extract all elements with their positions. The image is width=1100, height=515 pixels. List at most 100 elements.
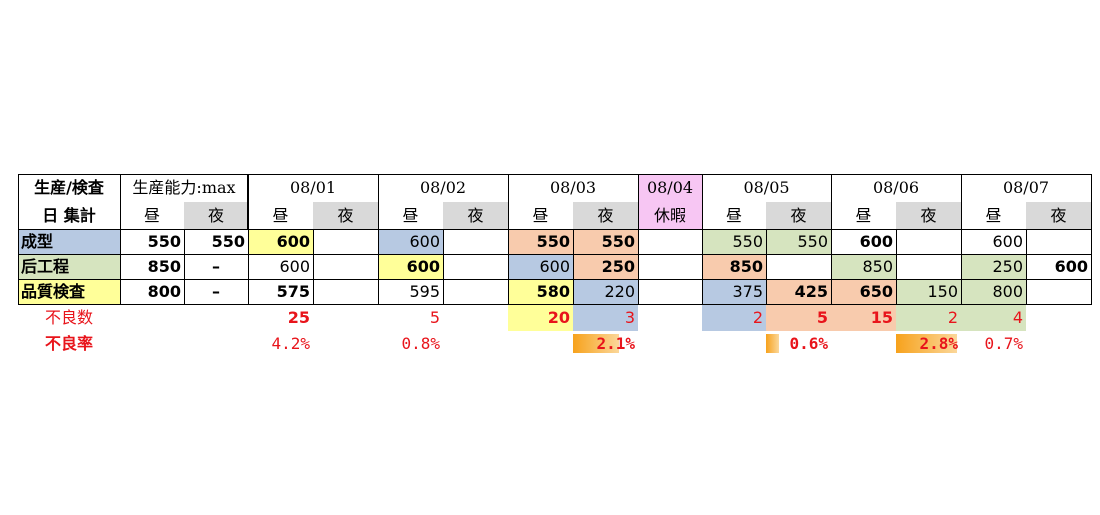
shift-night-header: 夜 [443, 202, 508, 229]
defect-rate-value [313, 331, 378, 356]
capacity-day-value: 800 [147, 281, 181, 301]
value-cell: 425 [766, 279, 831, 304]
value-cell: 375 [702, 279, 766, 304]
shift-night-header: 夜 [766, 202, 831, 229]
grid-line [961, 229, 962, 305]
value-cell [313, 279, 378, 304]
shift-night-header: 夜 [1026, 202, 1091, 229]
defect-rate-value [1026, 331, 1091, 356]
defect-count-label: 不良数 [44, 307, 93, 327]
shift-day-header: 昼 [402, 205, 419, 225]
value-cell [638, 279, 702, 304]
value-cell: 150 [896, 279, 961, 304]
value-cell: 600 [279, 256, 310, 276]
grid-line [896, 229, 897, 305]
grid-line [573, 229, 574, 305]
defect-rate-value: 2.8% [919, 333, 958, 353]
value-cell [1026, 229, 1091, 254]
grid-line [313, 229, 314, 305]
date-header-2: 08/02 [419, 178, 467, 197]
value-cell: 550 [573, 229, 638, 254]
row-label-2: 品質検査 [18, 279, 120, 304]
defect-rate-databar [573, 334, 619, 353]
value-cell: 220 [573, 279, 638, 304]
value-cell [896, 229, 961, 254]
defect-count-value: 3 [573, 304, 638, 331]
grid-line [1026, 229, 1027, 305]
value-cell [638, 229, 702, 254]
defect-rate-value [831, 331, 896, 356]
value-cell: 595 [409, 281, 440, 301]
shift-day-header: 昼 [272, 205, 289, 225]
value-cell: 600 [1054, 256, 1088, 276]
value-cell: 650 [831, 279, 896, 304]
grid-line [120, 229, 121, 305]
grid-line [638, 174, 639, 230]
corner-header-production: 生産/検査 [34, 178, 104, 197]
value-cell [443, 229, 508, 254]
defect-count-value: 25 [287, 307, 310, 327]
value-cell: 600 [248, 229, 313, 254]
value-cell: 580 [508, 279, 573, 304]
value-cell: 600 [992, 231, 1023, 251]
date-header-6: 08/06 [872, 178, 920, 197]
capacity-day-value: 550 [147, 231, 181, 251]
grid-line [378, 229, 379, 305]
grid-line [248, 174, 249, 230]
grid-line [184, 229, 185, 305]
grid-line [248, 229, 249, 305]
defect-rate-value: 0.8% [401, 333, 440, 353]
grid-line [766, 229, 767, 305]
grid-line [443, 229, 444, 305]
value-cell: 550 [766, 229, 831, 254]
grid-line [638, 229, 639, 305]
value-cell: 575 [276, 281, 310, 301]
grid-line [18, 279, 1092, 280]
holiday-label: 休暇 [638, 202, 702, 229]
defect-rate-value [702, 331, 766, 356]
grid-line [18, 304, 1092, 305]
grid-line [18, 229, 1092, 230]
defect-rate-databar [896, 334, 957, 353]
value-cell [313, 254, 378, 279]
defect-rate-value [443, 331, 508, 356]
capacity-night-value: – [212, 256, 220, 276]
value-cell: 850 [702, 254, 766, 279]
grid-line [1091, 229, 1092, 305]
defect-count-value: 2 [896, 304, 961, 331]
capacity-day-header: 昼 [143, 205, 160, 225]
defect-rate-value [508, 331, 573, 356]
value-cell [313, 229, 378, 254]
grid-line [378, 174, 379, 230]
value-cell: 550 [702, 229, 766, 254]
value-cell [443, 279, 508, 304]
capacity-header: 生産能力:max [132, 178, 236, 197]
defect-count-value: 5 [429, 307, 440, 327]
grid-line [831, 174, 832, 230]
value-cell [638, 254, 702, 279]
shift-night-header: 夜 [573, 202, 638, 229]
date-header-4: 08/04 [638, 174, 702, 202]
grid-line [18, 254, 1092, 255]
shift-day-header: 昼 [985, 205, 1002, 225]
grid-line [1091, 174, 1092, 230]
value-cell: 250 [573, 254, 638, 279]
defect-count-value: 20 [508, 304, 573, 331]
grid-line [702, 174, 703, 230]
corner-header-daily-total: 日 集計 [42, 205, 96, 225]
date-header-3: 08/03 [549, 178, 597, 197]
capacity-day-value: 850 [147, 256, 181, 276]
value-cell [443, 254, 508, 279]
value-cell [1026, 279, 1091, 304]
defect-rate-value: 0.7% [984, 333, 1023, 353]
value-cell [766, 254, 831, 279]
defect-rate-value: 0.6% [789, 333, 828, 353]
capacity-night-value: 550 [211, 231, 245, 251]
row-label-0: 成型 [18, 229, 120, 254]
row-label-1: 后工程 [18, 254, 120, 279]
value-cell: 600 [378, 254, 443, 279]
value-cell: 800 [961, 279, 1026, 304]
grid-line [120, 174, 121, 230]
grid-line [702, 229, 703, 305]
